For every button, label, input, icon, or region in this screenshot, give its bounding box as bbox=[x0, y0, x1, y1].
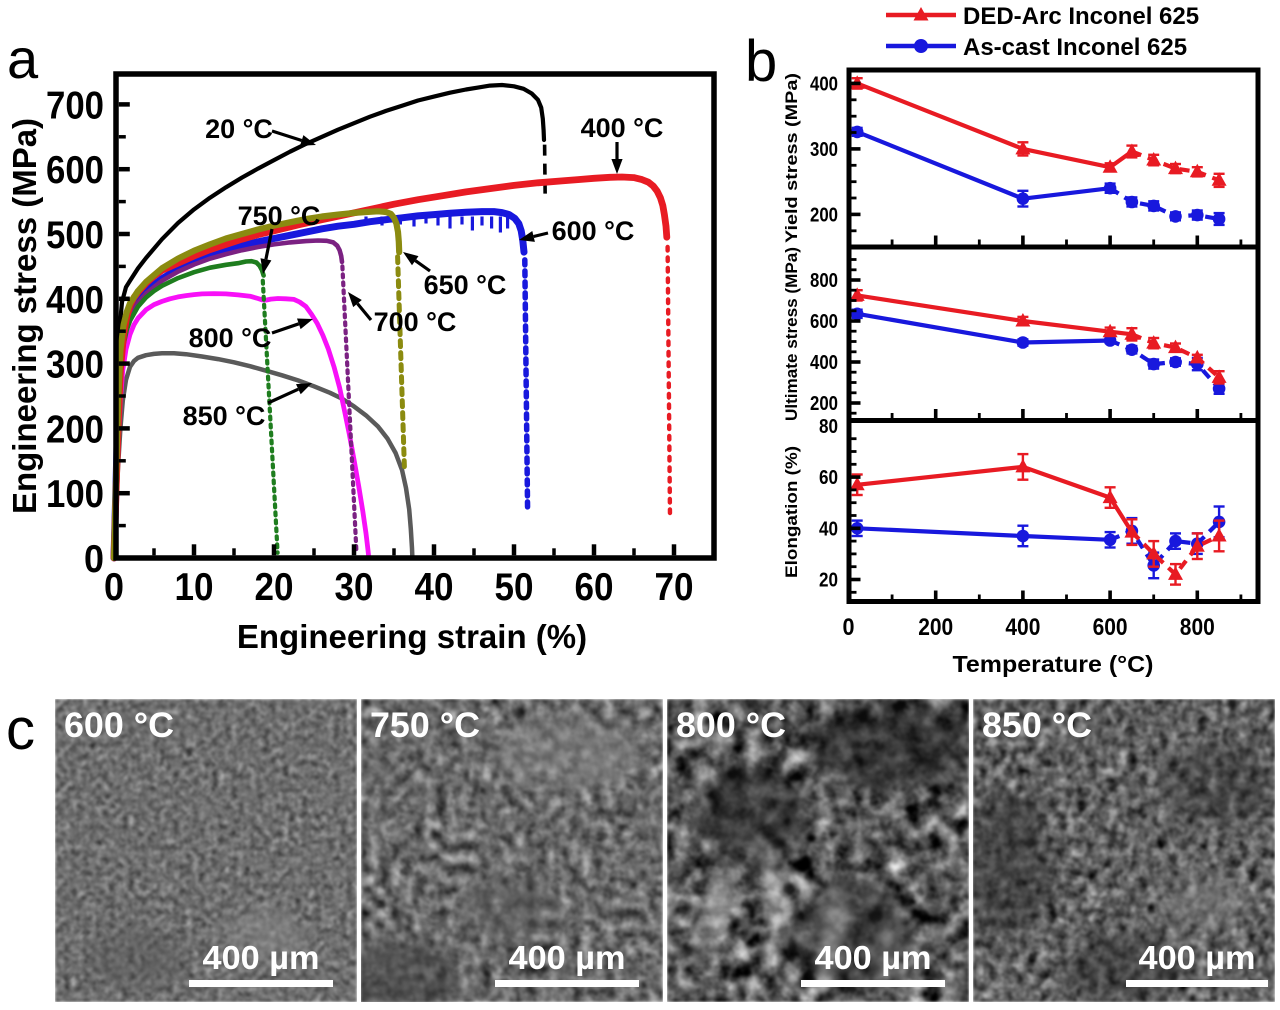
svg-text:40: 40 bbox=[819, 518, 838, 540]
svg-text:a: a bbox=[7, 27, 39, 90]
svg-text:700 °C: 700 °C bbox=[374, 307, 457, 337]
svg-text:Engineering strain (%): Engineering strain (%) bbox=[237, 618, 587, 655]
svg-text:60: 60 bbox=[819, 467, 838, 489]
svg-text:60: 60 bbox=[575, 566, 614, 609]
svg-text:70: 70 bbox=[655, 566, 694, 609]
svg-text:400 µm: 400 µm bbox=[203, 939, 320, 976]
svg-text:600 °C: 600 °C bbox=[552, 216, 635, 246]
svg-text:20 °C: 20 °C bbox=[205, 114, 273, 144]
svg-text:400 µm: 400 µm bbox=[815, 939, 932, 976]
svg-text:500: 500 bbox=[46, 214, 104, 257]
svg-text:600: 600 bbox=[46, 149, 104, 192]
svg-text:20: 20 bbox=[819, 570, 838, 592]
svg-text:Ultimate stress (MPa): Ultimate stress (MPa) bbox=[782, 247, 801, 421]
svg-text:400 µm: 400 µm bbox=[509, 939, 626, 976]
svg-text:850 °C: 850 °C bbox=[982, 706, 1092, 745]
svg-text:600 °C: 600 °C bbox=[64, 706, 174, 745]
svg-text:0: 0 bbox=[84, 538, 104, 581]
svg-text:800 °C: 800 °C bbox=[676, 706, 786, 745]
svg-text:300: 300 bbox=[46, 344, 104, 387]
svg-text:As-cast Inconel 625: As-cast Inconel 625 bbox=[963, 34, 1187, 61]
svg-text:800 °C: 800 °C bbox=[189, 323, 272, 353]
svg-text:Yield stress (MPa): Yield stress (MPa) bbox=[782, 73, 801, 243]
svg-text:80: 80 bbox=[819, 416, 838, 438]
svg-text:100: 100 bbox=[46, 473, 104, 516]
svg-text:10: 10 bbox=[175, 566, 214, 609]
svg-text:50: 50 bbox=[495, 566, 534, 609]
svg-text:b: b bbox=[745, 29, 777, 94]
svg-text:750 °C: 750 °C bbox=[238, 201, 321, 231]
svg-text:400 µm: 400 µm bbox=[1139, 939, 1256, 976]
svg-text:0: 0 bbox=[843, 614, 855, 641]
svg-text:400: 400 bbox=[810, 352, 838, 374]
svg-text:200: 200 bbox=[46, 408, 104, 451]
svg-text:400: 400 bbox=[46, 279, 104, 322]
svg-text:400: 400 bbox=[1005, 614, 1040, 641]
svg-text:800: 800 bbox=[1180, 614, 1215, 641]
svg-text:40: 40 bbox=[415, 566, 454, 609]
svg-text:30: 30 bbox=[335, 566, 374, 609]
svg-text:200: 200 bbox=[918, 614, 953, 641]
svg-text:600: 600 bbox=[810, 311, 838, 333]
svg-text:c: c bbox=[6, 697, 35, 762]
svg-text:400: 400 bbox=[810, 73, 838, 95]
svg-text:DED-Arc Inconel 625: DED-Arc Inconel 625 bbox=[963, 3, 1199, 30]
svg-text:200: 200 bbox=[810, 393, 838, 415]
svg-text:800: 800 bbox=[810, 270, 838, 292]
svg-text:0: 0 bbox=[104, 566, 124, 609]
svg-text:700: 700 bbox=[46, 84, 104, 127]
svg-text:400 °C: 400 °C bbox=[581, 113, 664, 143]
svg-text:Engineering stress (MPa): Engineering stress (MPa) bbox=[6, 118, 43, 514]
svg-text:750 °C: 750 °C bbox=[370, 706, 480, 745]
svg-text:200: 200 bbox=[810, 204, 838, 226]
svg-text:600: 600 bbox=[1093, 614, 1128, 641]
svg-text:20: 20 bbox=[255, 566, 294, 609]
svg-text:Temperature (°C): Temperature (°C) bbox=[953, 651, 1154, 677]
svg-text:850 °C: 850 °C bbox=[183, 401, 266, 431]
svg-text:650 °C: 650 °C bbox=[424, 270, 507, 300]
svg-text:Elongation (%): Elongation (%) bbox=[782, 446, 801, 578]
svg-text:300: 300 bbox=[810, 139, 838, 161]
